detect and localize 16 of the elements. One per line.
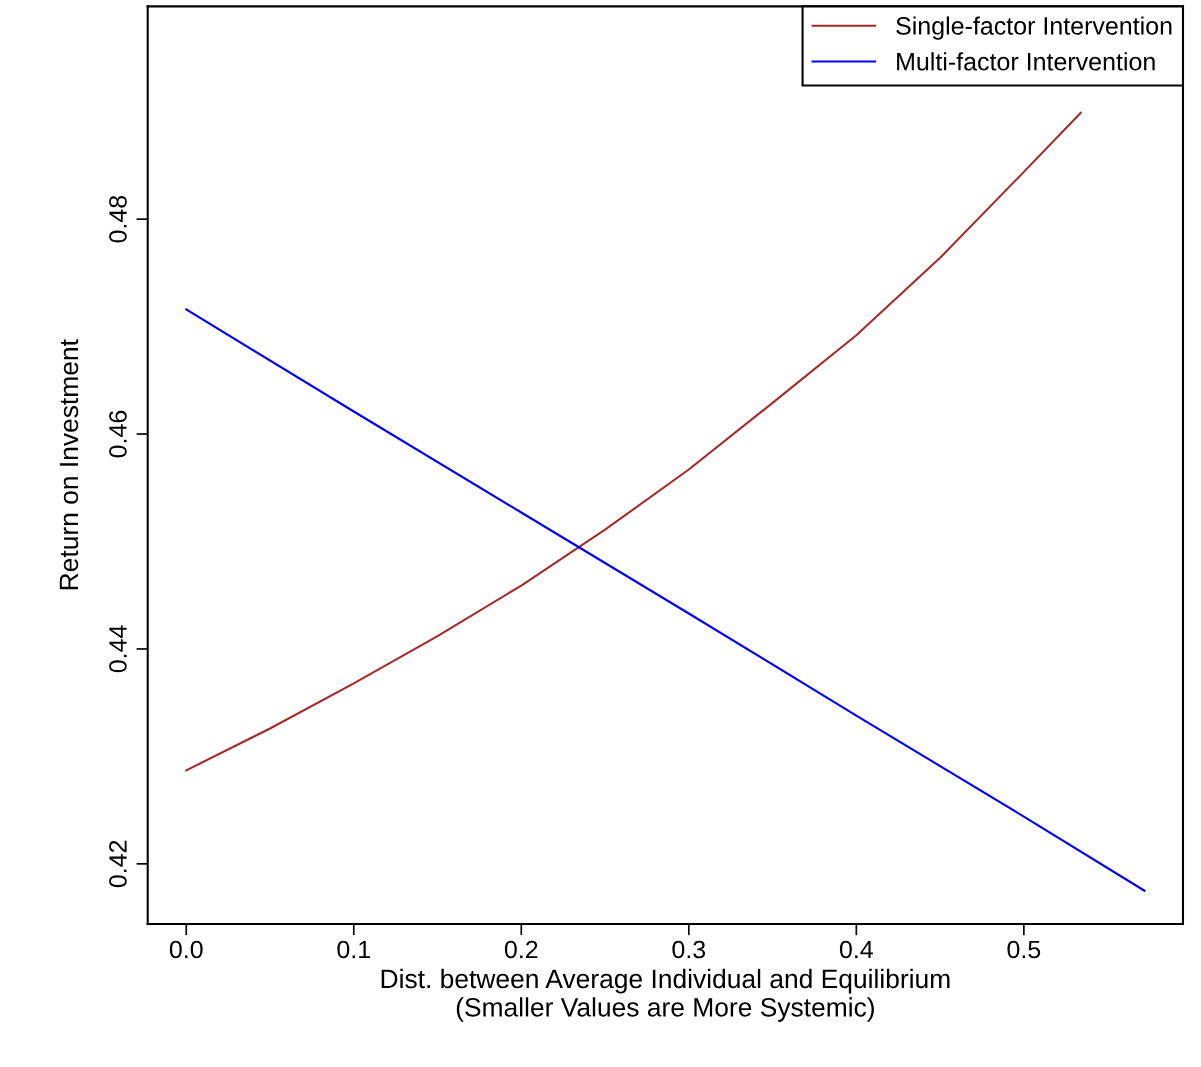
line-series <box>185 111 1082 772</box>
y-tick-label: 0.42 <box>109 840 127 888</box>
x-tick-label: 0.0 <box>169 940 203 959</box>
y-axis-title: Return on Investment <box>59 339 79 590</box>
y-tick-label: 0.48 <box>109 195 127 243</box>
y-tick-label: 0.44 <box>109 625 127 673</box>
legend-label: Multi-factor Intervention <box>897 52 1155 71</box>
x-tick-label: 0.3 <box>672 940 706 959</box>
x-tick-label: 0.4 <box>839 940 873 959</box>
x-tick-label: 0.5 <box>1007 940 1041 959</box>
legend-label: Single-factor Intervention <box>896 16 1172 40</box>
x-axis-title: Dist. between Average Individual and Equilibrium (Smaller Values are More Systemic) <box>381 968 950 1022</box>
x-tick-label: 0.1 <box>337 940 370 959</box>
x-tick-label: 0.2 <box>504 940 538 959</box>
y-tick-label: 0.46 <box>109 410 127 458</box>
line-series <box>185 308 1146 892</box>
